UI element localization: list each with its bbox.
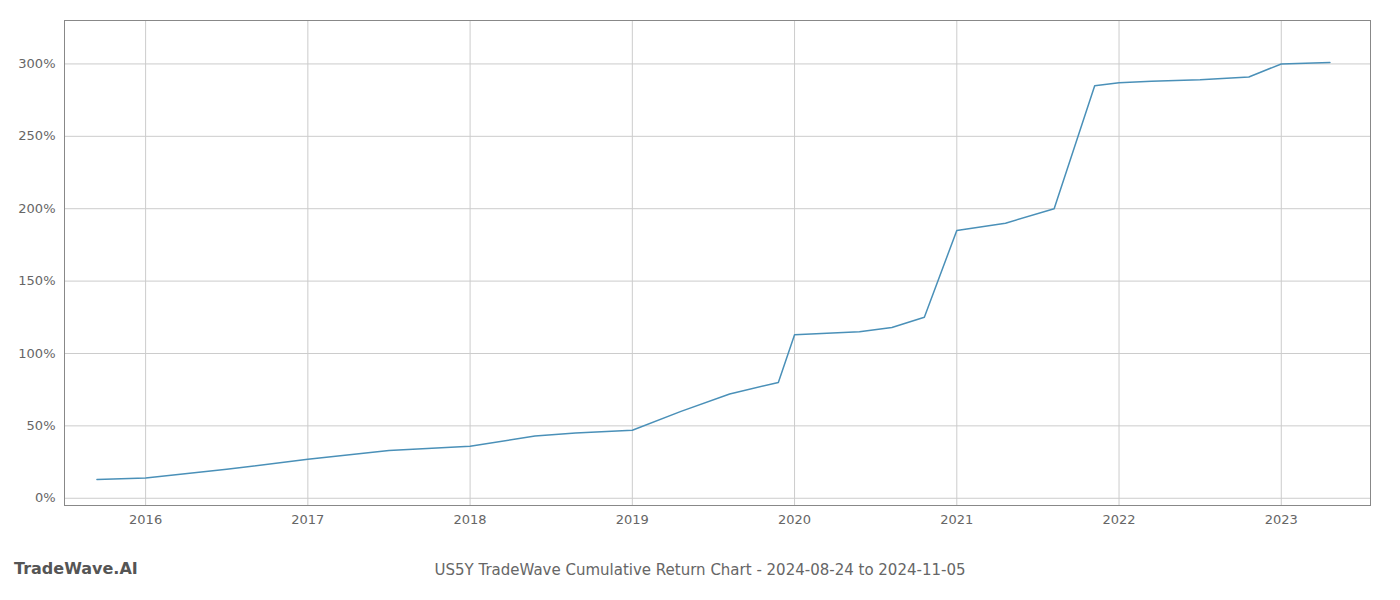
svg-text:2021: 2021 [940,512,973,527]
svg-text:300%: 300% [18,56,55,71]
svg-text:250%: 250% [18,128,55,143]
svg-text:2016: 2016 [129,512,162,527]
svg-text:150%: 150% [18,273,55,288]
svg-text:2018: 2018 [454,512,487,527]
svg-text:200%: 200% [18,201,55,216]
svg-text:2020: 2020 [778,512,811,527]
svg-text:2023: 2023 [1265,512,1298,527]
svg-text:0%: 0% [35,490,56,505]
svg-text:50%: 50% [27,418,56,433]
svg-text:100%: 100% [18,346,55,361]
svg-text:2019: 2019 [616,512,649,527]
html-text:TradeWave.AI: TradeWave.AI [14,559,138,578]
svg-text:2017: 2017 [291,512,324,527]
html-text:US5Y TradeWave Cumulative Retu: US5Y TradeWave Cumulative Return Chart -… [434,561,966,579]
svg-text:2022: 2022 [1102,512,1135,527]
